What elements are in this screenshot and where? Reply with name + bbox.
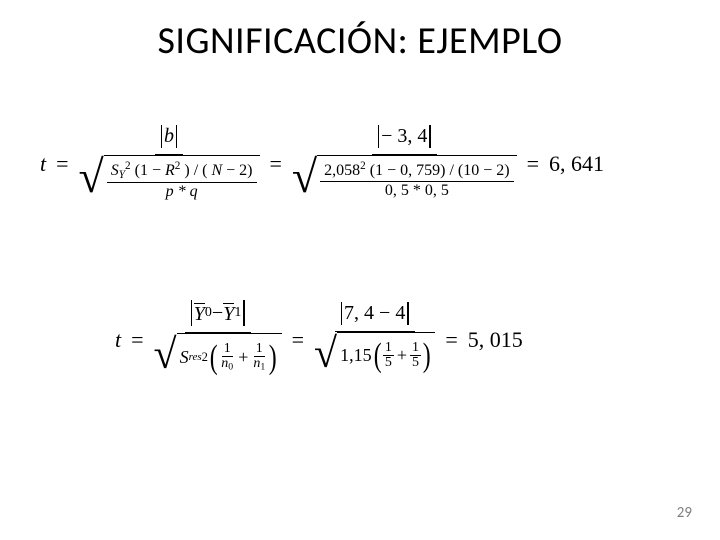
- eq1-2058: 2,058: [324, 163, 360, 180]
- eq2-Y1: Y: [223, 303, 234, 325]
- eq2-n0sub: 0: [228, 361, 233, 372]
- eq1-open: (1 −: [135, 162, 161, 179]
- slide-title: SIGNIFICACIÓN: EJEMPLO: [0, 18, 720, 64]
- eq2-ad: 5: [383, 356, 394, 370]
- eq2-minus: −: [212, 302, 223, 325]
- eq2-S: S: [180, 347, 189, 368]
- eq1-SY: S: [111, 162, 119, 179]
- eq1-numeric-fraction: − 3, 4 √ 2,0582 (1 − 0, 759) / (10 − 2): [288, 125, 521, 204]
- eq2-paren: ( 1 n0 + 1 n1 ): [208, 342, 279, 372]
- eq1-close: ) / (: [184, 162, 207, 179]
- slide: SIGNIFICACIÓN: EJEMPLO t = b √: [0, 0, 720, 540]
- eq2-result: 5, 015: [468, 327, 523, 353]
- eq2-lhs: t: [115, 327, 121, 353]
- eq2-symbolic-fraction: Y0 − Y1 √ Sres2 ( 1: [150, 300, 286, 379]
- eq1-SY-sq: 2: [125, 160, 131, 172]
- eq2-1a: 1: [222, 342, 233, 357]
- eq2-num-num: 7, 4 − 4: [344, 302, 405, 325]
- eq1-num-num: − 3, 4: [381, 125, 427, 148]
- equals-icon: =: [270, 151, 282, 177]
- eq1-Rsq: 2: [175, 160, 181, 172]
- page-number: 29: [677, 504, 692, 522]
- equation-1: t = b √ SY2 (1: [40, 125, 604, 204]
- eq1-lhs: t: [40, 151, 46, 177]
- eq1-m2: − 2): [226, 162, 252, 179]
- equation-2: t = Y0 − Y1 √ Sres2: [115, 300, 523, 379]
- eq2-1b: 1: [254, 342, 265, 357]
- eq1-sym-num: b: [164, 125, 174, 148]
- eq2-n1sub: 1: [260, 361, 265, 372]
- eq2-res: res: [189, 351, 202, 364]
- eq2-Y0: Y: [194, 303, 205, 325]
- equals-icon: =: [131, 327, 143, 353]
- eq2-plus: +: [238, 347, 248, 368]
- eq1-pq: p * q: [166, 183, 198, 200]
- eq2-numeric-fraction: 7, 4 − 4 √ 1,15 ( 1 5: [310, 302, 439, 378]
- eq1-R: R: [165, 162, 175, 179]
- eq1-rest: (1 − 0, 759) / (10 − 2): [366, 163, 510, 180]
- equals-icon: =: [56, 151, 68, 177]
- eq2-num-plus: +: [397, 345, 407, 366]
- eq1-result: 6, 641: [549, 151, 604, 177]
- eq1-symbolic-fraction: b √ SY2 (1 − R2 ) / (: [75, 125, 264, 204]
- eq2-Y0sub: 0: [205, 305, 212, 321]
- eq2-num-paren: ( 1 5 + 1 5 ): [372, 341, 433, 370]
- eq2-an: 1: [383, 341, 394, 356]
- eq2-bd: 5: [410, 356, 421, 370]
- equals-icon: =: [292, 327, 304, 353]
- equals-icon: =: [445, 327, 457, 353]
- eq2-115: 1,15: [340, 345, 372, 366]
- eq1-N: N: [211, 162, 222, 179]
- eq2-bn: 1: [410, 341, 421, 356]
- eq2-Y1sub: 1: [234, 305, 241, 321]
- equals-icon: =: [527, 151, 539, 177]
- eq1-0505: 0, 5 * 0, 5: [385, 182, 449, 199]
